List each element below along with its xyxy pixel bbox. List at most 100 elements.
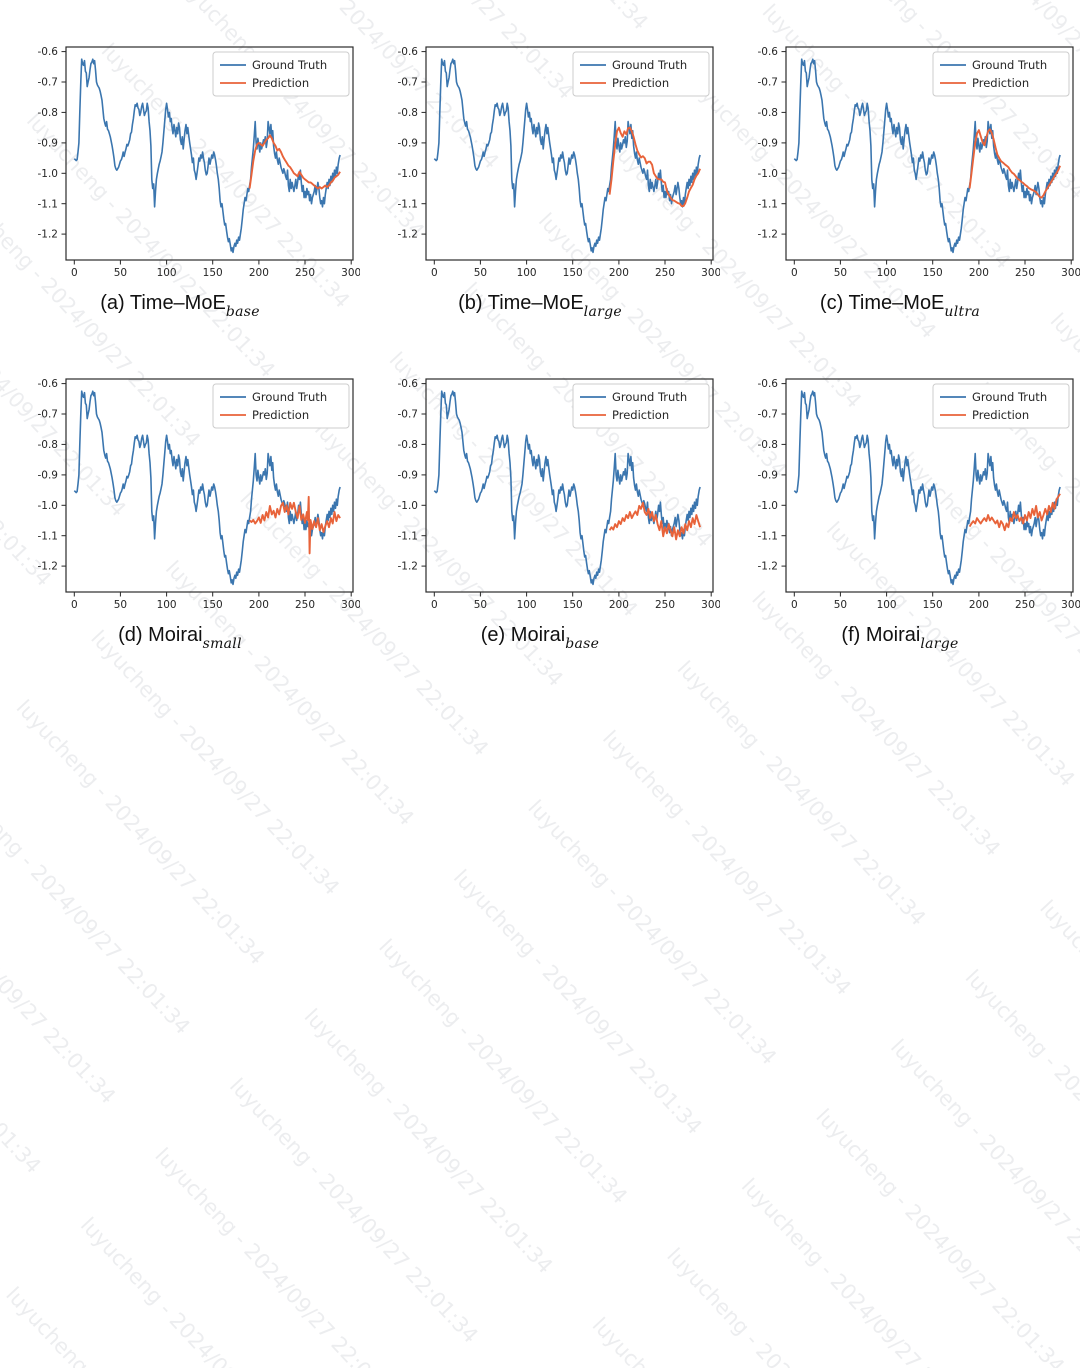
y-tick-label: -0.8 [758, 107, 779, 119]
ground-truth-line [433, 58, 701, 254]
x-tick-label: 150 [923, 599, 943, 610]
prediction-line [968, 128, 1061, 199]
y-tick-label: -0.8 [398, 107, 419, 119]
x-tick-label: 0 [791, 599, 798, 610]
legend-box [932, 383, 1070, 429]
caption-index: (b) [458, 292, 483, 314]
legend: Ground Truth Prediction [932, 51, 1070, 97]
legend: Ground Truth Prediction [572, 51, 710, 97]
chart-caption: (a) Time–MoEbase [0, 292, 360, 320]
y-tick-label: -1.1 [38, 530, 59, 542]
prediction-line [608, 501, 702, 541]
y-tick-label: -0.8 [38, 439, 59, 451]
prediction-line [608, 126, 701, 208]
caption-model-name: Moirai [510, 624, 566, 646]
watermark-text: luyucheng - 2024/09/27 22:01:34 [0, 904, 46, 1179]
chart-caption: (f) Moirailarge [720, 624, 1080, 652]
watermark-text: luyucheng - 2024/09/27 22:01:34 [1, 1282, 259, 1368]
x-tick-label: 100 [157, 599, 177, 610]
y-tick-label: -1.2 [38, 561, 59, 573]
y-tick-label: -1.2 [398, 229, 419, 241]
y-tick-label: -0.9 [398, 138, 419, 150]
x-tick-label: 200 [609, 599, 629, 610]
caption-model-name: Time–MoE [129, 292, 226, 314]
watermark-text: luyucheng - 2024/09/27 22:01:34 [523, 795, 782, 1070]
y-tick-label: -1.0 [398, 168, 419, 180]
y-tick-label: -0.9 [38, 138, 59, 150]
chart-d: -0.6 -0.7 -0.8 -0.9 -1.0 -1.1 -1.2 0 50 100 150 200… [38, 378, 361, 610]
watermark-text: luyucheng - 2024/09/27 22:01:34 [0, 1352, 184, 1368]
legend: Ground Truth Prediction [212, 51, 350, 97]
caption-model-size: base [225, 304, 260, 320]
watermark-text: luyucheng - 2024/09/27 22:01:34 [86, 625, 345, 900]
caption-model-size: base [565, 636, 600, 652]
watermark-text: luyucheng - 2024/09/27 22:01:34 [811, 1104, 1070, 1368]
watermark-text: luyucheng - 2024/09/27 22:01:34 [224, 1073, 483, 1348]
x-tick-label: 250 [295, 267, 315, 278]
legend-ground-truth-label: Ground Truth [972, 390, 1047, 404]
y-tick-label: -1.1 [398, 530, 419, 542]
x-tick-label: 200 [969, 267, 989, 278]
x-tick-label: 150 [203, 599, 223, 610]
x-tick-label: 250 [1015, 267, 1035, 278]
y-tick-label: -0.6 [758, 46, 779, 58]
legend-box [572, 51, 710, 97]
subplot-c: -0.6 -0.7 -0.8 -0.9 -1.0 -1.1 -1.2 0 50 100 150 200… [720, 40, 1080, 320]
subplot-d: -0.6 -0.7 -0.8 -0.9 -1.0 -1.1 -1.2 0 50 100 150 200… [0, 372, 361, 652]
x-tick-label: 100 [157, 267, 177, 278]
legend-box [932, 51, 1070, 97]
x-tick-label: 50 [114, 599, 127, 610]
y-tick-label: -0.7 [38, 409, 59, 421]
x-tick-label: 250 [655, 599, 675, 610]
caption-index: (f) [841, 624, 861, 646]
x-tick-label: 50 [114, 267, 127, 278]
y-tick-label: -0.7 [398, 409, 419, 421]
y-tick-label: -0.8 [38, 107, 59, 119]
chart-f: -0.6 -0.7 -0.8 -0.9 -1.0 -1.1 -1.2 0 50 100 150 200… [758, 378, 1080, 610]
x-tick-label: 150 [563, 267, 583, 278]
x-tick-label: 0 [431, 267, 438, 278]
y-tick-label: -0.7 [398, 77, 419, 89]
prediction-line [968, 493, 1061, 532]
y-tick-label: -1.1 [758, 198, 779, 210]
plot-frame [65, 46, 354, 261]
legend-ground-truth-label: Ground Truth [252, 390, 327, 404]
watermark-text: luyucheng - 2024/09/27 22:01:34 [0, 764, 195, 1039]
watermark-text: luyucheng - 2024/09/27 22:01:34 [150, 1143, 409, 1368]
x-tick-label: 150 [563, 599, 583, 610]
y-tick-label: -0.6 [38, 46, 59, 58]
y-tick-label: -1.0 [38, 168, 59, 180]
legend: Ground Truth Prediction [572, 383, 710, 429]
legend-box [572, 383, 710, 429]
y-tick-label: -1.1 [758, 530, 779, 542]
prediction-line [249, 495, 341, 555]
watermark-text: luyucheng - 2024/09/27 22:01:34 [11, 695, 270, 970]
caption-model-name: Moirai [865, 624, 921, 646]
y-tick-label: -1.0 [398, 500, 419, 512]
x-tick-label: 250 [295, 599, 315, 610]
subplot-b: -0.6 -0.7 -0.8 -0.9 -1.0 -1.1 -1.2 0 50 100 150 200… [360, 40, 721, 320]
x-tick-label: 300 [701, 267, 720, 278]
chart-caption: (b) Time–MoElarge [360, 292, 720, 320]
x-tick-label: 50 [834, 267, 847, 278]
legend-ground-truth-label: Ground Truth [972, 58, 1047, 72]
y-tick-label: -0.7 [758, 77, 779, 89]
y-tick-label: -1.1 [38, 198, 59, 210]
caption-model-name: Time–MoE [487, 292, 584, 314]
x-tick-label: 250 [1015, 599, 1035, 610]
watermark-text: luyucheng - 2024/09/27 22:01:34 [0, 834, 121, 1109]
x-tick-label: 300 [1061, 267, 1080, 278]
x-tick-label: 50 [474, 599, 487, 610]
y-tick-label: -0.7 [38, 77, 59, 89]
x-tick-label: 100 [877, 267, 897, 278]
plot-frame [425, 378, 714, 593]
x-tick-label: 300 [1061, 599, 1080, 610]
y-tick-label: -0.9 [758, 470, 779, 482]
watermark-text: luyucheng - 2024/09/27 22:01:34 [597, 725, 856, 1000]
y-tick-label: -1.0 [758, 168, 779, 180]
x-tick-label: 250 [655, 267, 675, 278]
x-tick-label: 200 [969, 599, 989, 610]
y-tick-label: -1.2 [758, 561, 779, 573]
plot-frame [65, 378, 354, 593]
x-tick-label: 200 [609, 267, 629, 278]
